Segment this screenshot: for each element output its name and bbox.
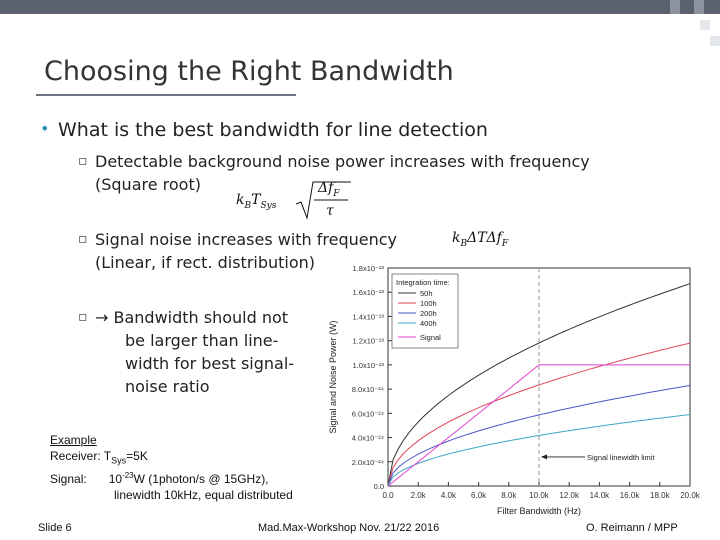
- footer-author: O. Reimann / MPP: [586, 522, 678, 534]
- legend-box: [391, 273, 459, 349]
- series-line-200h: [387, 385, 691, 487]
- formula-sqrt-noise: kBTSys ΔfF τ: [236, 180, 356, 222]
- legend-entry: 200h: [420, 309, 437, 318]
- corner-decor-strip: [700, 14, 720, 54]
- bullet-dot-icon: •: [40, 119, 50, 138]
- sub-bullet-3-line3: width for best signal-: [125, 354, 295, 373]
- x-tick-label: 12.0k: [559, 491, 580, 500]
- series-line-400h: [387, 414, 691, 487]
- y-tick-label: 1.0x10⁻²³: [353, 361, 385, 370]
- bandwidth-chart: 0.0 2.0k 4.0k 6.0k 8.0k 10.0k 12.0k 14.0k 16.0k 1…: [328, 264, 701, 516]
- x-tick-label: 0.0: [382, 491, 394, 500]
- example-receiver: Receiver: TSys=5K: [50, 449, 148, 466]
- bullet-main: • What is the best bandwidth for line de…: [40, 119, 488, 141]
- y-axis-label: Signal and Noise Power (W): [328, 320, 338, 433]
- legend-entry: 400h: [420, 319, 437, 328]
- legend-entry: Signal: [420, 333, 441, 342]
- example-signal: Signal: 10-23W (1photon/s @ 15GHz),: [50, 471, 269, 487]
- series-line-signal: [387, 364, 690, 487]
- y-tick-label: 8.0x10⁻²⁴: [352, 385, 384, 394]
- y-tick-label: 1.4x10⁻²³: [353, 312, 385, 321]
- x-tick-label: 16.0k: [620, 491, 641, 500]
- series-line-50h: [387, 283, 691, 487]
- slide-title: Choosing the Right Bandwidth: [44, 56, 454, 87]
- sub-bullet-3-line2: be larger than line-: [125, 331, 279, 350]
- footer-slide-number: Slide 6: [38, 522, 72, 534]
- example-signal-linewidth: linewidth 10kHz, equal distributed: [114, 488, 293, 503]
- legend-entry: 100h: [420, 299, 437, 308]
- x-tick-label: 6.0k: [471, 491, 487, 500]
- annotation-arrowhead-icon: [541, 454, 547, 460]
- annotation-label: Signal linewidth limit: [587, 453, 655, 462]
- x-tick-label: 4.0k: [441, 491, 457, 500]
- y-tick-label: 1.6x10⁻²³: [353, 288, 385, 297]
- legend-entry: 50h: [420, 289, 433, 298]
- sub-bullet-3-line1: → Bandwidth should not: [95, 308, 289, 327]
- sqrt-sign-icon: [296, 181, 351, 220]
- legend-title: Integration time:: [396, 278, 450, 287]
- formula-linear-noise: kBΔTΔfF: [452, 230, 509, 249]
- y-tick-label: 2.0x10⁻²⁴: [352, 458, 384, 467]
- y-tick-label: 6.0x10⁻²⁴: [352, 409, 384, 418]
- footer-event: Mad.Max-Workshop Nov. 21/22 2016: [258, 522, 440, 534]
- x-tick-label: 8.0k: [501, 491, 517, 500]
- bullet-main-text: What is the best bandwidth for line dete…: [58, 119, 488, 141]
- corner-decor: [694, 0, 704, 14]
- sub-bullet-1-line1: Detectable background noise power increa…: [95, 152, 590, 171]
- sub-bullet-3-line4: noise ratio: [125, 377, 210, 396]
- x-tick-label: 20.0k: [680, 491, 701, 500]
- sub-bullet-2-line2: (Linear, if rect. distribution): [95, 253, 316, 272]
- y-tick-label: 4.0x10⁻²⁴: [352, 434, 384, 443]
- x-axis-label: Filter Bandwidth (Hz): [497, 506, 581, 516]
- y-tick-label: 1.2x10⁻²³: [353, 337, 385, 346]
- series-line-100h: [387, 342, 691, 487]
- sub-bullet-1-line2: (Square root): [95, 175, 201, 194]
- sub-bullet-marker-icon: ▫: [78, 153, 88, 169]
- x-tick-label: 10.0k: [529, 491, 550, 500]
- slide-top-bar: [0, 0, 720, 14]
- sub-bullet-2-line1: Signal noise increases with frequency: [95, 230, 398, 249]
- x-tick-label: 18.0k: [650, 491, 671, 500]
- y-tick-label: 0.0: [374, 482, 384, 491]
- y-tick-label: 1.8x10⁻²³: [353, 264, 385, 273]
- x-tick-label: 2.0k: [411, 491, 427, 500]
- example-box: Example Receiver: TSys=5K Signal: 10-23W …: [50, 432, 293, 503]
- sub-bullet-marker-icon: ▫: [78, 231, 88, 247]
- example-heading: Example: [50, 433, 97, 447]
- title-underline: [36, 94, 296, 96]
- x-tick-label: 14.0k: [590, 491, 611, 500]
- sub-bullet-marker-icon: ▫: [78, 309, 88, 325]
- corner-decor: [670, 0, 680, 14]
